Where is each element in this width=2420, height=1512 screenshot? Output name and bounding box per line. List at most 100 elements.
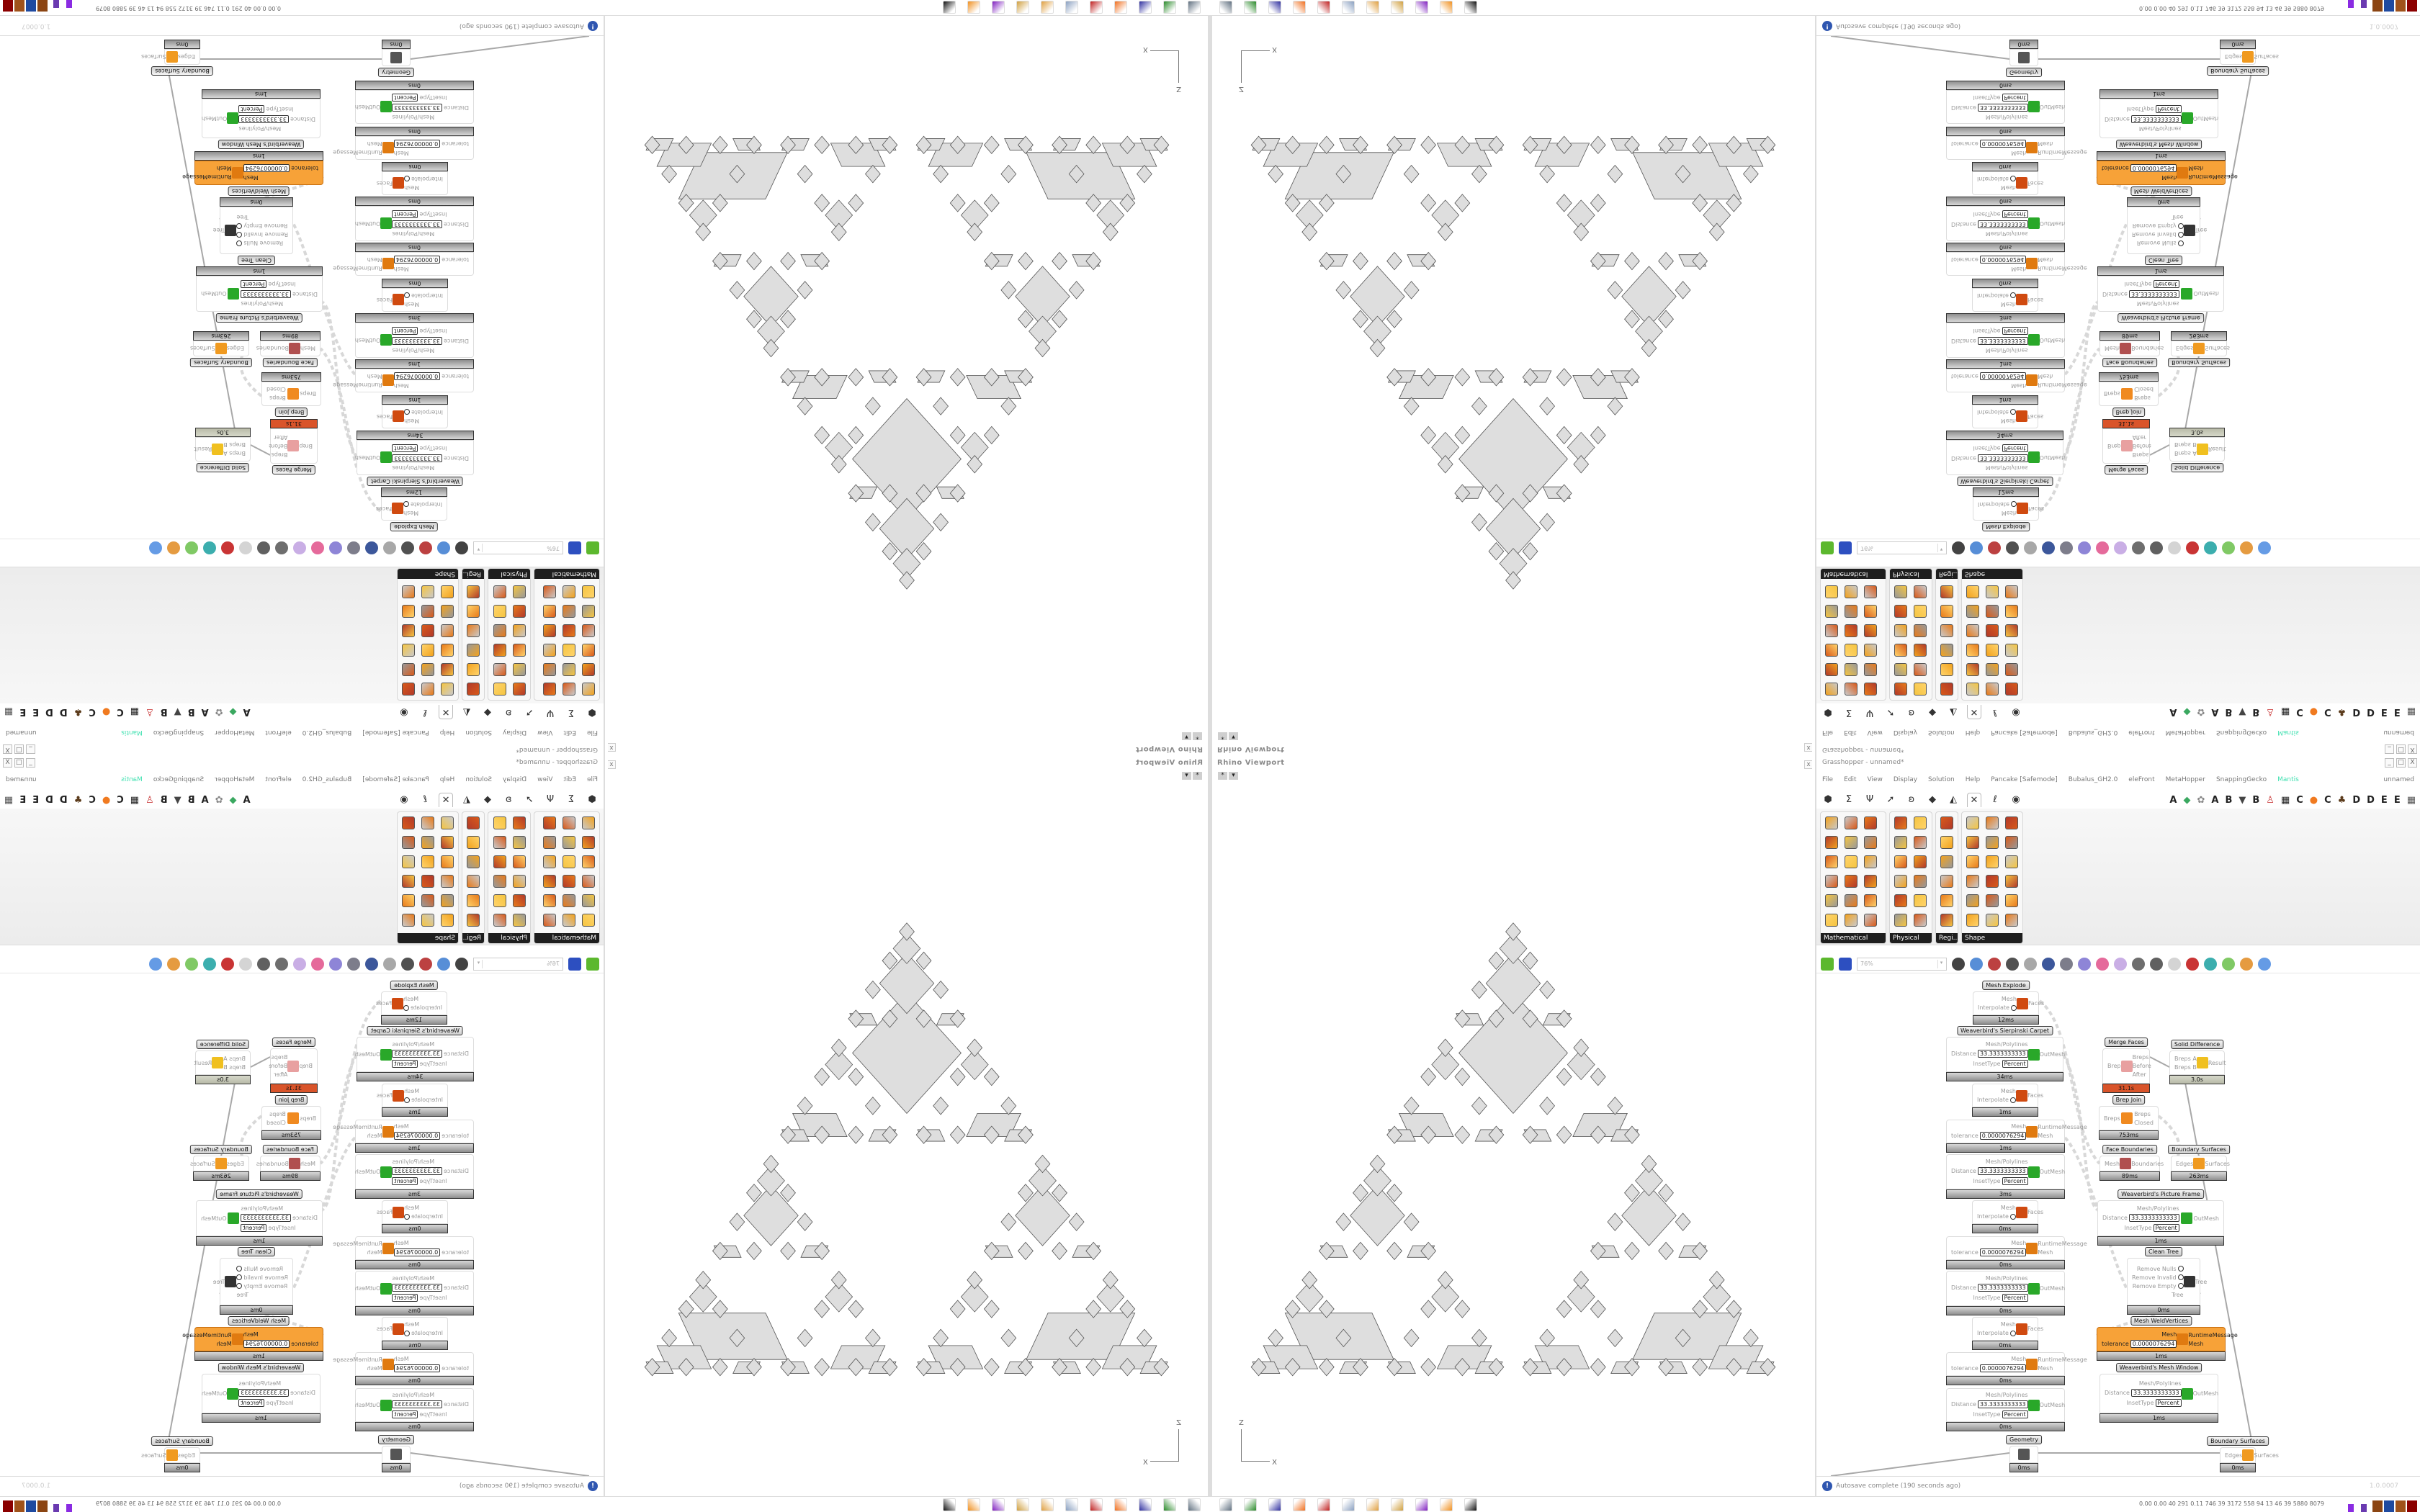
input-param[interactable]: tolerance 0.0000076294	[393, 1364, 469, 1372]
output-param[interactable]: OutMesh	[2192, 1390, 2219, 1397]
input-param[interactable]: InsetType Percent	[392, 94, 447, 102]
param-value[interactable]: 33.3333333333	[1977, 454, 2028, 462]
component-body[interactable]: Mesh Interpolate Faces	[1972, 171, 2043, 195]
paint-1-icon[interactable]	[1041, 1, 1054, 14]
menu-item[interactable]: Pancake [Safemode]	[362, 776, 429, 783]
input-param[interactable]: Brep	[299, 443, 313, 449]
input-param[interactable]: Distance 33.3333333333	[392, 1400, 469, 1408]
input-param[interactable]: Mesh	[403, 510, 418, 516]
input-param[interactable]: InsetType Percent	[1973, 210, 2028, 218]
component-icon[interactable]	[493, 663, 506, 676]
output-param[interactable]: RuntimeMessage	[333, 1356, 382, 1363]
plugin-tab[interactable]: ♣	[2337, 706, 2347, 718]
input-param[interactable]: Breps	[300, 1115, 316, 1122]
component-icon[interactable]	[1966, 894, 1979, 907]
component-icon[interactable]	[1966, 855, 1979, 868]
component-mesh-explode[interactable]: Mesh Interpolate Faces 0ms	[1972, 162, 2043, 195]
component-body[interactable]: Mesh Interpolate Faces	[1972, 1084, 2043, 1107]
menu-item[interactable]: Solution	[1928, 776, 1955, 783]
component-icon[interactable]	[467, 816, 480, 829]
gha-icon[interactable]	[2042, 541, 2055, 555]
input-param[interactable]: Interpolate	[1977, 292, 2016, 299]
component-weld[interactable]: Mesh tolerance 0.0000076294 RuntimeMessage M…	[333, 1352, 474, 1385]
sphere-icon[interactable]	[149, 541, 162, 555]
component-icon[interactable]	[1845, 683, 1857, 696]
component-icon[interactable]	[582, 624, 595, 637]
component-icon[interactable]	[421, 836, 434, 849]
paint-2-icon[interactable]	[1016, 1498, 1029, 1511]
input-param[interactable]: Mesh	[394, 150, 409, 156]
component-body[interactable]: Edges Surfaces	[2171, 341, 2230, 356]
input-param[interactable]: Mesh	[2001, 184, 2016, 191]
output-param[interactable]: Mesh	[367, 140, 382, 147]
toggle-circle-icon[interactable]	[404, 176, 411, 182]
component-body[interactable]: Mesh/Polylines Distance 33.3333333333 Inset…	[1946, 1388, 2065, 1422]
plugin-tab[interactable]: ▼	[174, 706, 182, 718]
inkscape-icon[interactable]	[1464, 1, 1477, 14]
plugin-tab[interactable]: ◆	[2183, 794, 2191, 806]
component-icon[interactable]	[2005, 875, 2018, 888]
component-body[interactable]: Mesh tolerance 0.0000076294 RuntimeMessage M…	[333, 1120, 474, 1143]
email-icon[interactable]	[2024, 541, 2037, 555]
output-param[interactable]: RuntimeMessage	[2188, 174, 2238, 181]
network-monitor-icon[interactable]	[1219, 1498, 1232, 1511]
wire-difference-to-boundary[interactable]	[167, 68, 237, 438]
component-body[interactable]: Mesh/Polylines Distance 33.3333333333 Inset…	[355, 440, 474, 475]
component-body[interactable]: Breps Breps Closed	[261, 1106, 321, 1130]
wire-geometry-input[interactable]	[1830, 1452, 2010, 1476]
save-icon[interactable]	[1839, 957, 1852, 971]
input-param[interactable]: Mesh	[2011, 1240, 2026, 1246]
input-param[interactable]: Edges	[2225, 1452, 2242, 1459]
output-param[interactable]: OutMesh	[2039, 337, 2066, 343]
input-param[interactable]: Mesh	[404, 1205, 419, 1211]
panel-label[interactable]: Mathematical	[1821, 933, 1886, 943]
param-value[interactable]: 33.3333333333	[392, 1284, 443, 1292]
plugin-tab[interactable]: ♙	[2266, 794, 2275, 806]
tab-mesh-icon[interactable]: ◭	[463, 794, 470, 805]
input-param[interactable]: Remove Nulls	[236, 240, 283, 247]
zoom-extents-icon[interactable]	[455, 957, 468, 971]
wire-faces-to-face-boundaries[interactable]	[2038, 999, 2101, 1165]
component-icon[interactable]	[1864, 836, 1877, 849]
component-icon[interactable]	[441, 644, 454, 657]
chevron-down-icon[interactable]: ▾	[1937, 544, 1945, 553]
component-icon[interactable]	[467, 855, 480, 868]
cross-icon[interactable]	[2132, 957, 2145, 971]
toggle-circle-icon[interactable]	[236, 223, 243, 229]
param-value[interactable]: 33.3333333333	[2130, 115, 2182, 123]
component-icon[interactable]	[1825, 836, 1838, 849]
plugin-tab[interactable]: ♣	[73, 794, 83, 806]
zoom-extents-icon[interactable]	[1952, 957, 1965, 971]
component-icon[interactable]	[1845, 605, 1857, 618]
menu-item[interactable]: File	[586, 729, 598, 736]
param-value[interactable]: Percent	[392, 1294, 418, 1302]
toggle-circle-icon[interactable]	[236, 1274, 243, 1280]
component-icon[interactable]	[1940, 644, 1953, 657]
param-value[interactable]: 33.3333333333	[1977, 1167, 2028, 1175]
output-param[interactable]: RuntimeMessage	[333, 149, 382, 156]
bulb-icon[interactable]	[2114, 957, 2127, 971]
component-merge-faces[interactable]: Merge Faces Brep Breps Before After 31.1s	[269, 419, 318, 474]
email-icon[interactable]	[383, 957, 396, 971]
tab-intersect-icon[interactable]: ✕	[439, 793, 453, 807]
output-param[interactable]: Breps	[2134, 395, 2151, 402]
settings-red-icon[interactable]	[1090, 1498, 1103, 1511]
input-param[interactable]: InsetType Percent	[392, 1410, 447, 1418]
output-param[interactable]: Faces	[376, 1092, 393, 1099]
firefox-icon[interactable]	[1114, 1, 1127, 14]
plugin-tab[interactable]: C	[117, 706, 124, 718]
paint-1-icon[interactable]	[1366, 1498, 1379, 1511]
output-param[interactable]: Tree	[212, 1278, 225, 1285]
menu-item[interactable]: Pancake [Safemode]	[1991, 729, 2058, 736]
menu-item[interactable]: Mantis	[121, 776, 143, 783]
output-param[interactable]: Breps	[2132, 1054, 2149, 1061]
output-param[interactable]: Boundaries	[256, 345, 289, 352]
component-icon[interactable]	[1966, 683, 1979, 696]
tab-intersect-icon[interactable]: ✕	[1967, 705, 1981, 719]
plugin-tab[interactable]: ●	[102, 794, 111, 806]
component-boundary-surfaces[interactable]: Boundary Surfaces Edges Surfaces 263ms	[190, 1145, 252, 1181]
component-icon[interactable]	[1845, 875, 1857, 888]
component-icon[interactable]	[421, 683, 434, 696]
input-param[interactable]: Breps A	[2174, 1056, 2197, 1062]
toggle-circle-icon[interactable]	[2177, 1274, 2184, 1280]
